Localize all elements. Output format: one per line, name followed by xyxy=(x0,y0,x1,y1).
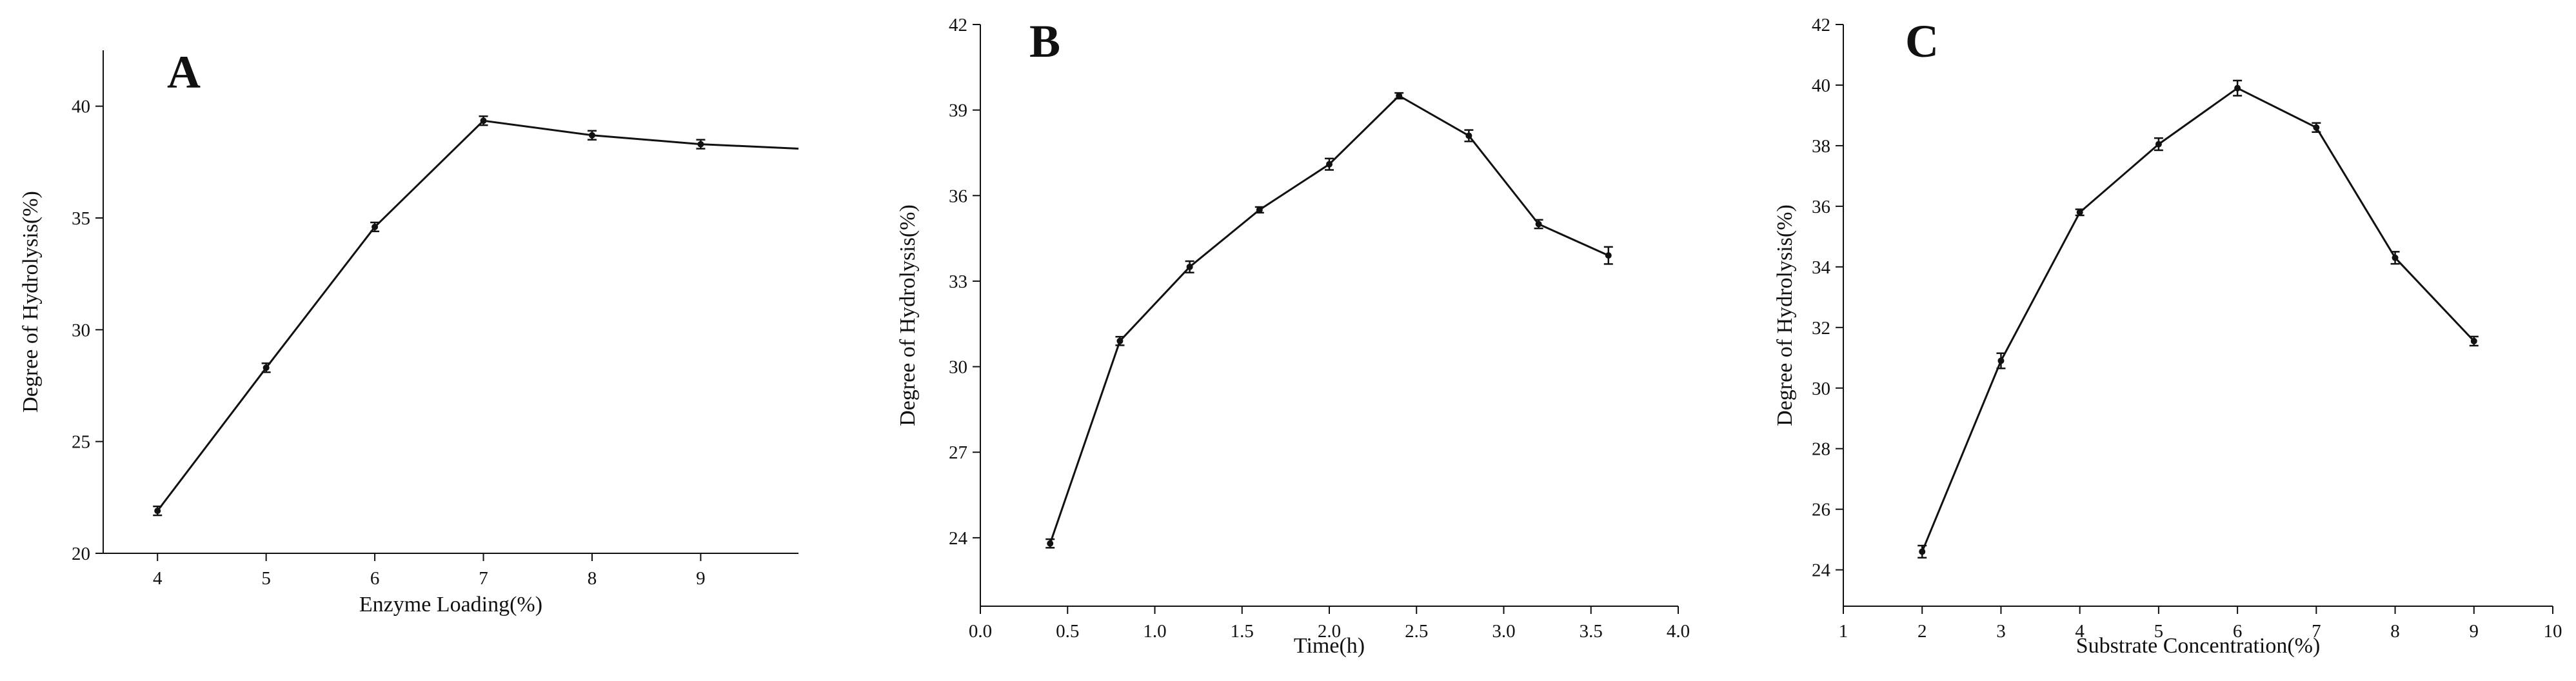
x-tick-label: 9 xyxy=(2470,621,2479,642)
x-tick-label: 7 xyxy=(2312,621,2321,642)
x-tick-label: 10 xyxy=(2544,621,2562,642)
y-tick-label: 40 xyxy=(72,97,90,117)
x-tick-label: 3.0 xyxy=(1492,621,1515,642)
data-point xyxy=(2076,209,2083,216)
x-tick-label: 8 xyxy=(588,568,597,589)
data-point xyxy=(2313,124,2320,131)
y-tick-label: 32 xyxy=(1812,318,1830,339)
data-point xyxy=(1256,206,1263,213)
chart-panel-a: 4 5 6 7 8 9 20 25 30 35 40 Enzyme Loading(%) Degree … xyxy=(19,46,799,617)
data-point xyxy=(1326,161,1333,168)
chart-panel-c: 1 2 3 4 5 6 7 8 9 1024262830323436384042Substrate… xyxy=(1773,15,2562,658)
y-tick-label: 34 xyxy=(1812,257,1831,278)
data-point xyxy=(154,508,161,515)
data-point xyxy=(588,132,595,139)
y-tick-label: 40 xyxy=(1812,75,1830,96)
x-tick-label: 2.0 xyxy=(1318,621,1341,642)
data-point xyxy=(2234,84,2241,92)
data-point xyxy=(480,117,487,124)
y-tick-label: 36 xyxy=(949,186,967,206)
x-tick-label: 4.0 xyxy=(1667,621,1690,642)
data-point xyxy=(1997,357,2005,364)
y-tick-label: 27 xyxy=(949,442,967,463)
x-tick-label: 0.5 xyxy=(1056,621,1079,642)
series-line xyxy=(157,119,799,512)
x-tick-label: 5 xyxy=(2154,621,2164,642)
data-point xyxy=(1465,132,1472,139)
x-tick-label: 4 xyxy=(2075,621,2085,642)
y-axis-title: Degree of Hydrolysis(%) xyxy=(1773,204,1797,426)
y-tick-label: 28 xyxy=(1812,439,1830,460)
data-point xyxy=(2155,141,2162,148)
data-point xyxy=(1919,548,1926,555)
y-tick-label: 30 xyxy=(1812,379,1830,399)
x-tick-label: 1 xyxy=(1839,621,1848,642)
y-tick-label: 24 xyxy=(949,528,968,549)
panel-letter: C xyxy=(1905,15,1939,67)
x-axis-title: Substrate Concentration(%) xyxy=(2076,634,2321,658)
x-tick-label: 6 xyxy=(370,568,380,589)
x-axis-title: Enzyme Loading(%) xyxy=(359,593,542,617)
y-tick-label: 39 xyxy=(949,101,967,121)
data-point xyxy=(1116,337,1124,344)
y-tick-label: 42 xyxy=(1812,15,1830,35)
y-tick-label: 42 xyxy=(949,15,967,35)
y-tick-label: 30 xyxy=(949,357,967,378)
x-tick-label: 8 xyxy=(2390,621,2400,642)
y-tick-label: 30 xyxy=(72,320,90,340)
data-point xyxy=(1047,540,1054,547)
x-tick-label: 6 xyxy=(2233,621,2243,642)
x-tick-label: 3 xyxy=(1996,621,2006,642)
data-point xyxy=(2470,337,2477,344)
data-point xyxy=(2392,254,2399,261)
y-tick-label: 35 xyxy=(72,208,90,229)
y-tick-label: 38 xyxy=(1812,136,1830,157)
data-point xyxy=(1605,252,1612,259)
data-point xyxy=(372,223,379,230)
data-point xyxy=(1186,263,1193,270)
x-tick-label: 2 xyxy=(1917,621,1927,642)
series-line xyxy=(1921,87,2475,552)
panel-letter: B xyxy=(1029,15,1060,67)
x-tick-label: 1.0 xyxy=(1143,621,1166,642)
y-tick-label: 33 xyxy=(949,271,967,292)
x-axis-title: Time(h) xyxy=(1294,634,1365,658)
y-tick-label: 25 xyxy=(72,432,90,453)
data-point xyxy=(697,141,704,148)
x-tick-label: 7 xyxy=(479,568,488,589)
panel-letter: A xyxy=(167,46,201,98)
x-tick-label: 4 xyxy=(153,568,163,589)
x-tick-label: 2.5 xyxy=(1405,621,1428,642)
x-tick-label: 0.0 xyxy=(969,621,992,642)
data-point xyxy=(263,364,270,371)
data-point xyxy=(1396,92,1403,99)
x-tick-label: 5 xyxy=(261,568,271,589)
y-tick-label: 24 xyxy=(1812,560,1831,581)
x-tick-label: 9 xyxy=(696,568,706,589)
x-tick-label: 1.5 xyxy=(1231,621,1254,642)
y-axis-title: Degree of Hydrolysis(%) xyxy=(19,191,43,413)
y-tick-label: 20 xyxy=(72,544,90,564)
y-tick-label: 36 xyxy=(1812,197,1830,217)
data-point xyxy=(1535,221,1542,228)
y-tick-label: 26 xyxy=(1812,500,1830,520)
chart-panel-b: 0.0 0.5 1.0 1.5 2.0 2.5 3.0 3.5 4.0 24 27 30 33 36 39 4… xyxy=(896,15,1690,658)
y-axis-title: Degree of Hydrolysis(%) xyxy=(896,204,920,426)
x-tick-label: 3.5 xyxy=(1580,621,1603,642)
